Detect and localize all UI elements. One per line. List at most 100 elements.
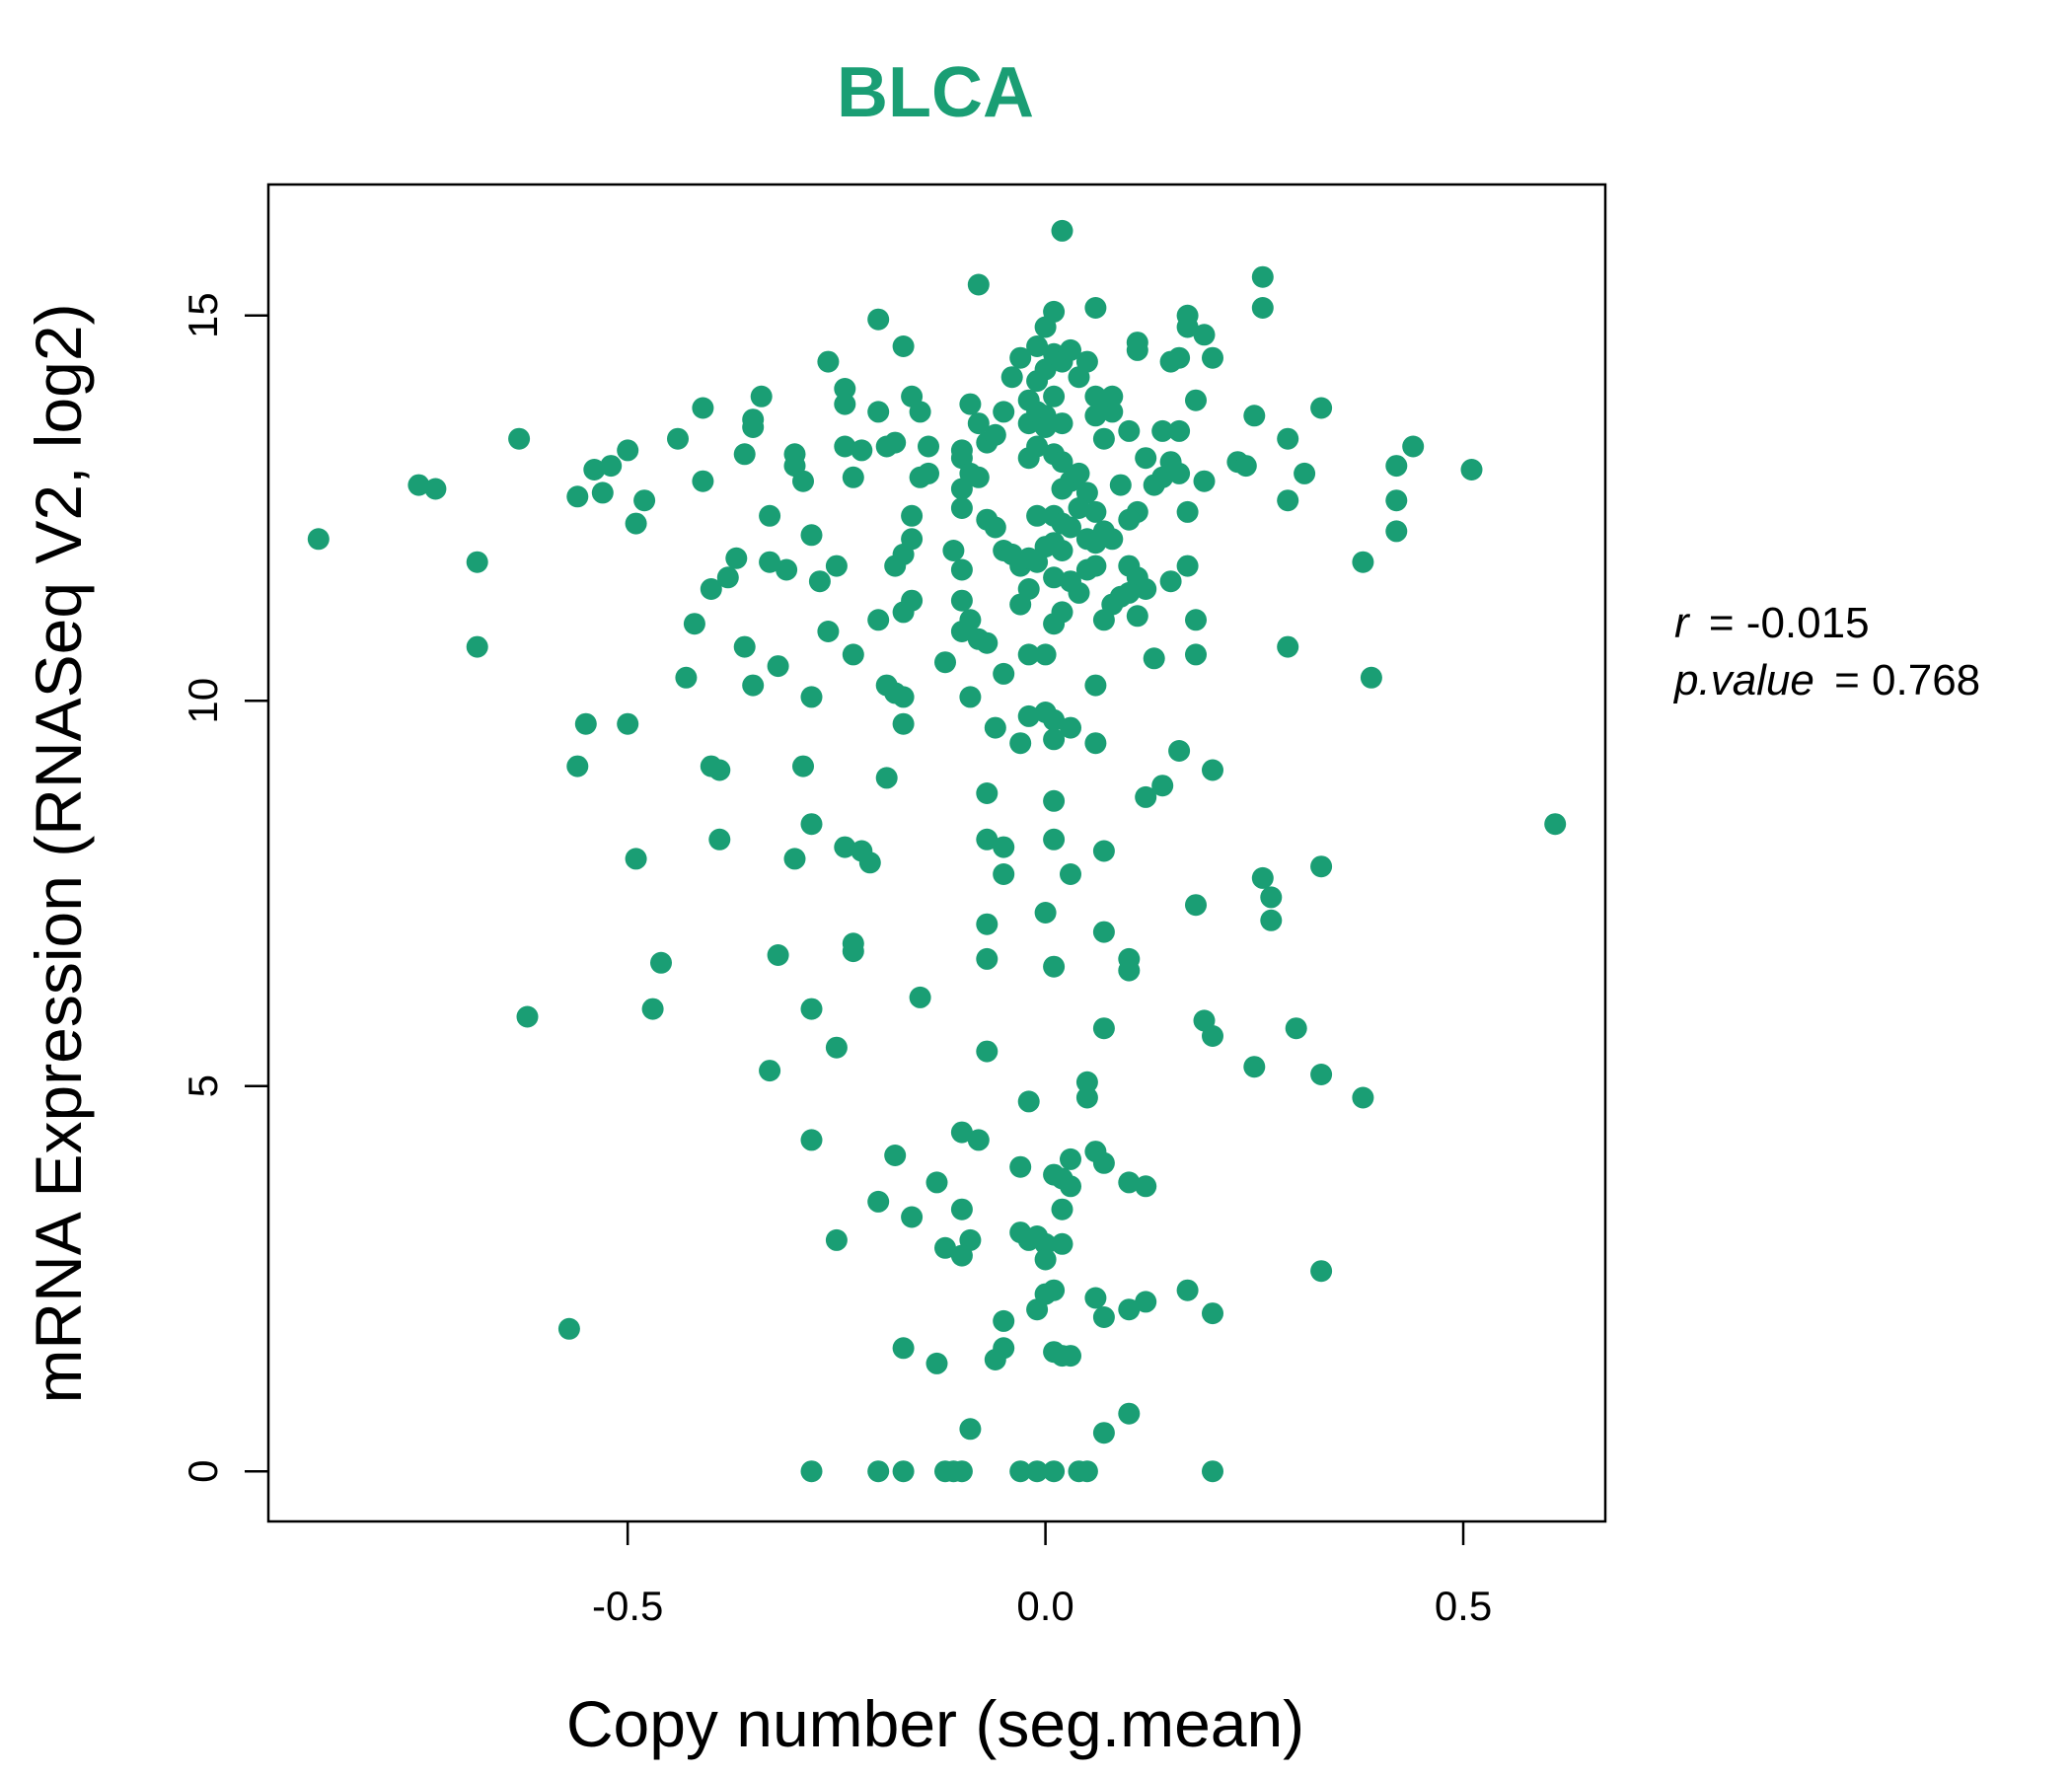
data-point — [800, 686, 823, 708]
data-point — [1118, 581, 1141, 604]
data-point — [1068, 581, 1090, 604]
data-point — [600, 455, 623, 478]
r-label: r — [1674, 599, 1691, 647]
data-point — [1118, 1171, 1141, 1194]
data-point — [1060, 1175, 1081, 1198]
data-point — [867, 401, 890, 423]
data-point — [942, 540, 965, 561]
data-point — [1034, 1248, 1057, 1271]
data-point — [1026, 335, 1049, 357]
data-point — [950, 1460, 973, 1483]
data-point — [950, 1121, 973, 1144]
data-point — [934, 1236, 956, 1259]
data-point — [692, 470, 714, 492]
data-point — [1084, 405, 1107, 427]
data-point — [625, 848, 647, 870]
data-point — [1544, 813, 1567, 836]
data-point — [508, 427, 531, 450]
data-point — [993, 863, 1015, 885]
data-point — [1084, 732, 1107, 755]
data-point — [742, 416, 765, 438]
data-point — [1277, 635, 1299, 658]
y-tick-label: 0 — [180, 1460, 226, 1483]
data-point — [1202, 1460, 1223, 1483]
data-point — [1176, 500, 1199, 523]
data-point — [1060, 1147, 1081, 1170]
data-point — [1051, 451, 1073, 474]
data-point — [892, 1460, 915, 1483]
data-point — [976, 782, 999, 804]
plot-frame — [266, 183, 1607, 1523]
data-point — [959, 393, 982, 415]
data-point — [1251, 297, 1274, 319]
data-point — [1118, 508, 1141, 531]
data-point — [583, 459, 606, 481]
data-point — [1043, 828, 1066, 851]
data-point — [967, 273, 990, 296]
data-point — [993, 836, 1015, 858]
data-point — [867, 1460, 890, 1483]
data-point — [1026, 1460, 1049, 1483]
data-point — [1135, 447, 1157, 470]
data-point — [1118, 959, 1141, 982]
data-point — [1026, 504, 1049, 527]
data-point — [641, 998, 664, 1020]
data-point — [1043, 1279, 1066, 1301]
data-point — [1243, 1056, 1266, 1078]
data-point — [1092, 921, 1115, 943]
data-point — [1385, 489, 1408, 512]
data-point — [993, 1309, 1015, 1332]
x-axis-title: Copy number (seg.mean) — [566, 1687, 1304, 1760]
data-point — [1402, 435, 1425, 458]
data-point — [633, 489, 656, 512]
data-point — [466, 635, 488, 658]
data-point — [1251, 265, 1274, 288]
data-point — [800, 524, 823, 547]
data-point — [1202, 759, 1223, 781]
data-point — [1202, 346, 1223, 369]
data-points — [307, 219, 1567, 1483]
data-point — [1043, 955, 1066, 978]
y-tick-label: 10 — [180, 678, 226, 724]
data-point — [892, 335, 915, 357]
data-point — [1193, 324, 1216, 346]
data-point — [759, 504, 781, 527]
data-point — [1176, 555, 1199, 577]
data-point — [1092, 840, 1115, 862]
data-point — [1051, 1232, 1073, 1255]
data-point — [1060, 338, 1081, 361]
chart-title: BLCA — [837, 53, 1034, 132]
data-point — [1084, 555, 1107, 577]
data-point — [967, 412, 990, 435]
data-point — [1084, 297, 1107, 319]
data-point — [1092, 1017, 1115, 1040]
data-point — [1176, 1279, 1199, 1301]
data-point — [1092, 1422, 1115, 1444]
data-point — [1168, 462, 1191, 484]
data-point — [1043, 728, 1066, 751]
data-point — [675, 666, 698, 689]
data-point — [1185, 609, 1207, 631]
x-axis: -0.5 0.0 0.5 — [592, 1521, 1492, 1629]
data-point — [1092, 609, 1115, 631]
data-point — [1352, 551, 1374, 573]
data-point — [950, 558, 973, 581]
data-point — [851, 439, 873, 462]
data-point — [1075, 1071, 1098, 1093]
data-point — [1034, 902, 1057, 924]
data-point — [892, 712, 915, 735]
data-point — [708, 759, 731, 781]
data-point — [1185, 389, 1207, 411]
data-point — [716, 566, 739, 589]
data-point — [1075, 350, 1098, 373]
data-point — [1060, 516, 1081, 539]
data-point — [1135, 578, 1157, 600]
data-point — [1126, 332, 1148, 354]
data-point — [1193, 470, 1216, 492]
data-point — [1243, 405, 1266, 427]
data-point — [750, 385, 773, 407]
data-point — [1043, 613, 1066, 635]
data-point — [1294, 462, 1316, 484]
data-point — [918, 462, 939, 484]
y-axis-title: mRNA Expression (RNASeq V2, log2) — [22, 303, 95, 1403]
